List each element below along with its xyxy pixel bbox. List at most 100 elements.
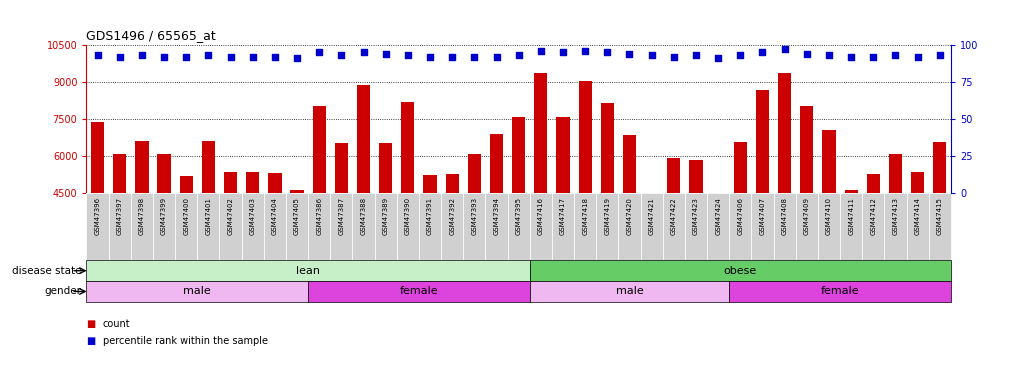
Point (112, 54, 128, 60)
Text: GSM47423: GSM47423 (693, 197, 699, 235)
Text: GSM47394: GSM47394 (493, 197, 499, 235)
Point (621, 51, 638, 57)
Text: GSM47412: GSM47412 (871, 197, 877, 235)
Point (687, 53, 704, 58)
Text: male: male (183, 286, 212, 297)
Bar (197, 194, 220, 260)
Bar (729, 281, 951, 302)
Bar (109, 194, 131, 260)
Point (932, 53, 948, 58)
Bar (512, 117, 526, 305)
Point (511, 53, 527, 58)
Text: GSM47406: GSM47406 (737, 197, 743, 235)
Bar (596, 194, 618, 260)
Bar (91, 122, 104, 305)
Bar (645, 193, 658, 305)
Bar (86, 260, 530, 281)
Text: GSM47403: GSM47403 (250, 197, 255, 235)
Bar (401, 102, 415, 305)
Bar (663, 194, 684, 260)
Text: lean: lean (296, 266, 320, 276)
Bar (263, 194, 286, 260)
Bar (712, 193, 725, 305)
Bar (180, 176, 193, 305)
Bar (175, 194, 197, 260)
Text: GSM47388: GSM47388 (360, 197, 366, 235)
Bar (756, 90, 769, 305)
Text: GSM47424: GSM47424 (715, 197, 721, 235)
Bar (707, 194, 729, 260)
Bar (774, 194, 795, 260)
Bar (242, 194, 263, 260)
Point (888, 53, 904, 58)
Bar (534, 74, 547, 305)
Bar (818, 194, 840, 260)
Point (178, 54, 194, 60)
Text: GSM47404: GSM47404 (272, 197, 278, 235)
Text: GSM47392: GSM47392 (450, 197, 456, 235)
Point (755, 50, 771, 55)
Text: GSM47410: GSM47410 (826, 197, 832, 235)
Bar (844, 190, 857, 305)
Text: GSM47416: GSM47416 (538, 197, 544, 235)
Text: GSM47415: GSM47415 (937, 197, 943, 235)
Point (156, 54, 172, 60)
Bar (934, 142, 947, 305)
Text: obese: obese (724, 266, 757, 276)
Bar (246, 172, 259, 305)
Text: GSM47414: GSM47414 (914, 197, 920, 235)
Bar (752, 194, 774, 260)
Text: GDS1496 / 65565_at: GDS1496 / 65565_at (86, 30, 217, 42)
Point (533, 48, 549, 54)
Text: count: count (103, 320, 130, 329)
Bar (641, 194, 663, 260)
Bar (552, 194, 574, 260)
Point (466, 54, 482, 60)
Bar (312, 106, 325, 305)
Bar (556, 117, 570, 305)
Bar (357, 85, 370, 305)
Point (599, 50, 615, 55)
Text: GSM47397: GSM47397 (117, 197, 123, 235)
Bar (135, 141, 148, 305)
Bar (823, 130, 836, 305)
Point (865, 54, 882, 60)
Text: GSM47400: GSM47400 (183, 197, 189, 235)
Bar (86, 194, 109, 260)
Point (798, 51, 815, 57)
Bar (286, 194, 308, 260)
Bar (308, 194, 331, 260)
Bar (485, 194, 507, 260)
Bar (667, 158, 680, 305)
Bar (419, 194, 441, 260)
Text: ■: ■ (86, 320, 96, 329)
Point (244, 54, 260, 60)
Bar (622, 135, 637, 305)
Text: GSM47407: GSM47407 (760, 197, 766, 235)
Text: ■: ■ (86, 336, 96, 346)
Bar (690, 160, 703, 305)
Bar (113, 154, 126, 305)
Bar (530, 194, 552, 260)
Text: percentile rank within the sample: percentile rank within the sample (103, 336, 267, 346)
Text: GSM47402: GSM47402 (228, 197, 234, 235)
Bar (906, 194, 929, 260)
Bar (464, 194, 485, 260)
Bar (729, 194, 752, 260)
Bar (579, 81, 592, 305)
Point (821, 53, 837, 58)
Bar (574, 194, 596, 260)
Point (843, 54, 859, 60)
Bar (153, 194, 175, 260)
Bar (507, 194, 530, 260)
Text: gender: gender (45, 286, 81, 297)
Text: female: female (400, 286, 438, 297)
Bar (445, 174, 459, 305)
Point (732, 53, 749, 58)
Bar (353, 194, 374, 260)
Bar (795, 194, 818, 260)
Point (200, 53, 217, 58)
Bar (684, 194, 707, 260)
Point (311, 50, 327, 55)
Bar (889, 154, 902, 305)
